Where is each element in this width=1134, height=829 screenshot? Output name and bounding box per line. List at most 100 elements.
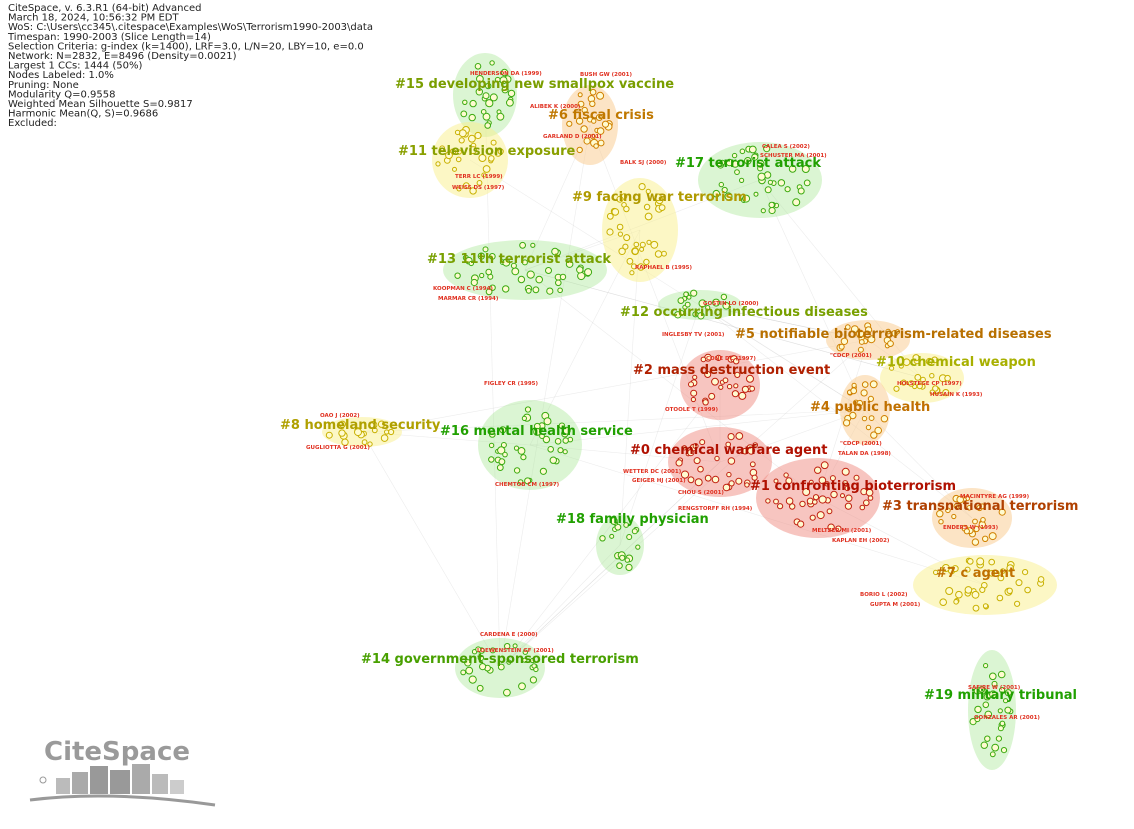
link bbox=[499, 461, 721, 669]
node bbox=[593, 143, 599, 149]
node bbox=[606, 228, 614, 236]
node-label: HUSAIN K (1993) bbox=[930, 392, 983, 398]
node bbox=[513, 445, 520, 451]
node-label: HENDERSON DA (1999) bbox=[470, 71, 542, 77]
node bbox=[338, 429, 346, 437]
node bbox=[497, 148, 504, 155]
node bbox=[1006, 587, 1013, 594]
node bbox=[476, 75, 484, 83]
node bbox=[995, 735, 1003, 742]
header-line: Pruning: None bbox=[8, 80, 79, 91]
node bbox=[851, 382, 857, 388]
node bbox=[688, 381, 694, 388]
node-label: MELTZER MI (2001) bbox=[812, 528, 872, 534]
node bbox=[639, 241, 646, 248]
link bbox=[524, 269, 923, 379]
node bbox=[722, 302, 731, 310]
node bbox=[369, 420, 378, 430]
node bbox=[760, 208, 766, 214]
node bbox=[497, 446, 506, 455]
node bbox=[583, 137, 591, 145]
node bbox=[867, 395, 875, 402]
node bbox=[889, 365, 895, 371]
node bbox=[846, 406, 853, 413]
node bbox=[557, 287, 563, 294]
node bbox=[712, 298, 721, 307]
node bbox=[756, 160, 765, 168]
node bbox=[476, 180, 483, 186]
node bbox=[979, 503, 986, 510]
node bbox=[858, 339, 865, 345]
node bbox=[462, 182, 470, 190]
node bbox=[690, 396, 697, 403]
node bbox=[470, 278, 478, 287]
node bbox=[377, 420, 386, 428]
header-line: Selection Criteria: g-index (k=1400), LR… bbox=[8, 41, 364, 52]
cluster-label: #16 mental health service bbox=[440, 424, 633, 439]
link bbox=[699, 304, 866, 411]
node bbox=[622, 243, 629, 250]
node bbox=[502, 451, 508, 458]
node bbox=[705, 305, 711, 311]
node bbox=[982, 603, 989, 609]
node bbox=[674, 311, 682, 319]
node bbox=[497, 663, 505, 671]
cluster-label: #11 television exposure bbox=[398, 144, 575, 159]
node bbox=[559, 273, 567, 281]
node bbox=[549, 456, 557, 464]
cluster-label: #1 confronting bioterrorism bbox=[750, 479, 956, 494]
node bbox=[938, 519, 944, 525]
node-label: CONE DC (1997) bbox=[706, 356, 756, 362]
node bbox=[489, 647, 496, 654]
node bbox=[338, 420, 346, 428]
node-label: OTOOLE T (1999) bbox=[665, 407, 718, 413]
node bbox=[749, 461, 756, 468]
node bbox=[777, 503, 784, 510]
node bbox=[801, 165, 810, 173]
node-label: CARDENA E (2000) bbox=[480, 632, 538, 638]
node bbox=[936, 510, 944, 518]
node bbox=[687, 449, 695, 457]
cluster-label: #5 notifiable bioterrorism-related disea… bbox=[735, 327, 1052, 342]
node-label: WETTER DC (2001) bbox=[623, 469, 682, 475]
cluster-label: #3 transnational terrorism bbox=[882, 499, 1078, 514]
node bbox=[519, 241, 526, 249]
node bbox=[554, 438, 562, 445]
node bbox=[631, 263, 637, 270]
node bbox=[814, 466, 822, 474]
node bbox=[577, 92, 583, 98]
node bbox=[507, 89, 516, 98]
logo-bar bbox=[72, 772, 88, 794]
node bbox=[502, 258, 511, 267]
node bbox=[865, 326, 873, 334]
node bbox=[489, 60, 495, 66]
node bbox=[479, 272, 485, 279]
node bbox=[645, 188, 651, 194]
node bbox=[980, 741, 988, 749]
node bbox=[809, 514, 816, 521]
node bbox=[644, 212, 653, 221]
node-label: MARMAR CR (1994) bbox=[438, 296, 499, 302]
node bbox=[932, 385, 939, 392]
node bbox=[734, 169, 740, 176]
node bbox=[920, 376, 926, 383]
node bbox=[912, 354, 920, 362]
node bbox=[494, 76, 501, 83]
logo-bar bbox=[56, 778, 70, 794]
node bbox=[997, 708, 1003, 714]
node bbox=[816, 511, 825, 520]
node-label: ALIBEK K (2000) bbox=[530, 104, 581, 110]
node bbox=[597, 139, 605, 147]
header-line: Modularity Q=0.9558 bbox=[8, 89, 116, 100]
node bbox=[870, 431, 878, 439]
cluster-label: #15 developing new smallpox vaccine bbox=[395, 77, 674, 92]
node bbox=[532, 286, 540, 294]
node bbox=[517, 479, 524, 485]
node bbox=[504, 643, 511, 650]
node bbox=[788, 165, 797, 173]
node bbox=[1022, 569, 1029, 576]
node bbox=[511, 267, 520, 276]
node bbox=[692, 311, 699, 318]
node bbox=[956, 495, 965, 504]
cluster-label: #0 chemical warfare agent bbox=[630, 443, 827, 458]
